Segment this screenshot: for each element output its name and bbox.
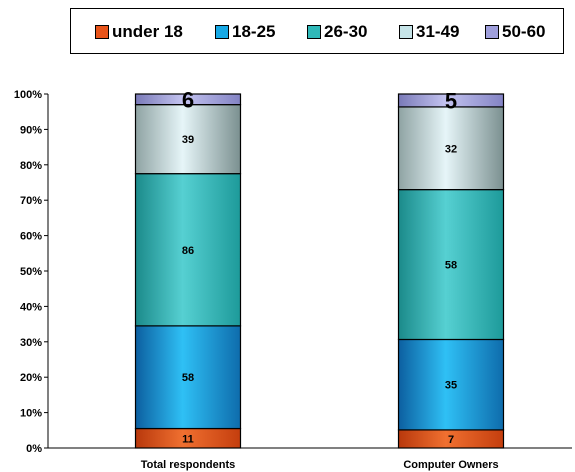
data-label-computer-owners-26-30: 58 [445,260,457,272]
y-tick-label: 50% [20,266,42,278]
data-label-computer-owners-31-49: 32 [445,143,457,155]
legend-item-26-30: 26-30 [307,22,367,42]
legend-item-18-25: 18-25 [215,22,275,42]
y-tick-label: 60% [20,231,42,243]
bar-computer-owners-31-49 [397,106,505,191]
legend-swatch-50-60 [485,25,499,39]
legend-item-31-49: 31-49 [399,22,459,42]
data-label-total-respondents-26-30: 86 [182,245,194,257]
legend-swatch-18-25 [215,25,229,39]
data-label-computer-owners-under-18: 7 [448,434,454,446]
legend-label-26-30: 26-30 [324,22,368,41]
y-tick-label: 20% [20,372,42,384]
y-tick-label: 10% [20,408,42,420]
x-tick-label-computer-owners: Computer Owners [403,459,498,471]
data-label-computer-owners-18-25: 35 [445,380,457,392]
bar-total-respondents-18-25 [134,325,242,430]
bar-computer-owners-50-60 [397,93,505,108]
y-tick-label: 80% [20,160,42,172]
y-tick-label: 100% [14,89,42,101]
data-label-computer-owners-50-60: 5 [445,88,457,113]
legend-label-18-25: 18-25 [232,22,276,41]
data-label-total-respondents-50-60: 6 [182,87,194,112]
data-label-total-respondents-31-49: 39 [182,134,194,146]
legend-swatch-26-30 [307,25,321,39]
y-tick-label: 90% [20,124,42,136]
y-tick-label: 30% [20,337,42,349]
data-label-total-respondents-under-18: 11 [182,433,194,445]
legend-item-50-60: 50-60 [485,22,545,42]
x-tick-label-total-respondents: Total respondents [141,459,236,471]
y-tick-label: 40% [20,301,42,313]
legend: under 18 18-25 26-30 31-49 50-60 [70,8,564,54]
legend-swatch-31-49 [399,25,413,39]
legend-label-50-60: 50-60 [502,22,546,41]
legend-label-under-18: under 18 [112,22,183,41]
y-tick-label: 0% [26,443,42,455]
bar-total-respondents-26-30 [134,173,242,327]
y-tick-label: 70% [20,195,42,207]
bar-total-respondents-50-60 [134,93,242,106]
bar-computer-owners-18-25 [397,338,505,431]
data-label-total-respondents-18-25: 58 [182,372,194,384]
legend-item-under-18: under 18 [95,22,183,42]
legend-label-31-49: 31-49 [416,22,460,41]
bar-computer-owners-26-30 [397,189,505,341]
legend-swatch-under-18 [95,25,109,39]
